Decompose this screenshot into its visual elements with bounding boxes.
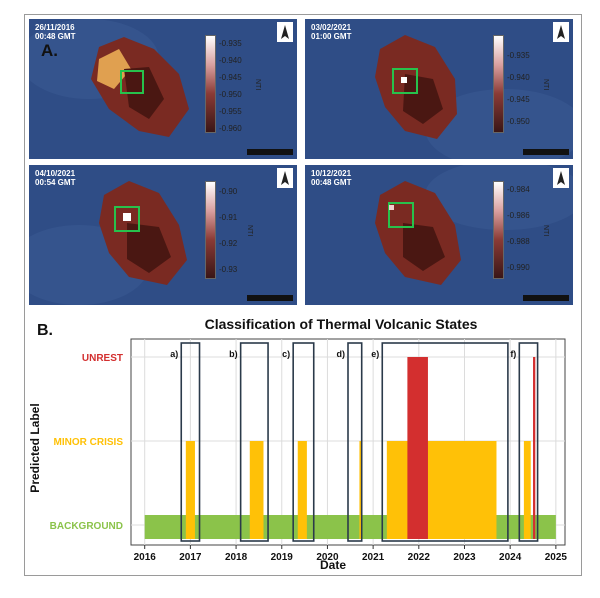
highlight-window-label: c)	[282, 349, 290, 359]
highlight-window-label: e)	[371, 349, 379, 359]
y-tick-label: UNREST	[82, 353, 123, 364]
highlight-window	[292, 342, 315, 542]
colorbar-label: NTI	[542, 79, 549, 91]
north-arrow-icon	[277, 22, 293, 42]
plot-area: a) b) c) d) e) f) BACKGROUND MINOR CRISIS UNREST…	[50, 338, 568, 563]
satellite-thermal-image	[29, 19, 297, 159]
minor-crisis-bar	[297, 441, 307, 539]
north-arrow-icon	[277, 168, 293, 188]
y-axis-label: Predicted Label	[28, 403, 42, 492]
highlight-window-label: a)	[170, 349, 178, 359]
satellite-thermal-image	[305, 165, 573, 305]
scale-bar	[247, 149, 293, 155]
highlight-window	[381, 342, 509, 542]
x-tick-label: 2017	[179, 552, 202, 563]
colorbar-label: NTI	[254, 79, 261, 91]
colorbar	[493, 181, 504, 279]
acquisition-timestamp: 10/12/2021 00:48 GMT	[311, 169, 352, 187]
colorbar	[205, 35, 216, 133]
unrest-bar	[533, 357, 536, 539]
acquisition-timestamp: 03/02/2021 01:00 GMT	[311, 23, 352, 41]
x-tick-label: 2016	[134, 552, 157, 563]
x-tick-label: 2025	[545, 552, 568, 563]
x-tick-label: 2022	[408, 552, 431, 563]
thermal-map-tile-1: A. 26/11/2016 00:48 GMT -0.935 -0.940 -0.…	[29, 19, 297, 159]
highlight-window-label: f)	[510, 349, 516, 359]
y-tick-label: BACKGROUND	[50, 521, 123, 532]
thermal-map-tile-2: 03/02/2021 01:00 GMT -0.935 -0.940 -0.945…	[305, 19, 573, 159]
thermal-map-tile-3: 04/10/2021 00:54 GMT -0.90 -0.91 -0.92 -0…	[29, 165, 297, 305]
x-tick-label: 2018	[225, 552, 248, 563]
colorbar	[205, 181, 216, 279]
north-arrow-icon	[553, 22, 569, 42]
highlight-window	[518, 342, 539, 542]
minor-crisis-bar	[523, 441, 531, 539]
minor-crisis-bar	[386, 441, 497, 539]
figure-frame: A. 26/11/2016 00:48 GMT -0.935 -0.940 -0.…	[24, 14, 582, 576]
colorbar	[493, 35, 504, 133]
x-tick-label: 2024	[499, 552, 522, 563]
x-tick-label: 2020	[316, 552, 339, 563]
panel-b-letter: B.	[37, 322, 53, 339]
thermal-map-tile-4: 10/12/2021 00:48 GMT -0.984 -0.986 -0.988…	[305, 165, 573, 305]
minor-crisis-bar	[359, 441, 362, 539]
colorbar-label: NTI	[542, 225, 549, 237]
chart-title: Classification of Thermal Volcanic State…	[205, 316, 478, 332]
x-tick-label: 2023	[453, 552, 476, 563]
satellite-thermal-image	[305, 19, 573, 159]
panel-a-letter: A.	[41, 41, 58, 60]
x-tick-label: 2021	[362, 552, 385, 563]
acquisition-timestamp: 26/11/2016 00:48 GMT	[35, 23, 76, 41]
highlight-window	[239, 342, 269, 542]
scale-bar	[247, 295, 293, 301]
colorbar-label: NTI	[246, 225, 253, 237]
satellite-thermal-image	[29, 165, 297, 305]
x-tick-label: 2019	[271, 552, 294, 563]
highlight-window-label: b)	[229, 349, 238, 359]
minor-crisis-bar	[249, 441, 264, 539]
thermal-state-chart: B. Classification of Thermal Volcanic St…	[28, 316, 568, 572]
highlight-window	[180, 342, 201, 542]
minor-crisis-bar	[185, 441, 195, 539]
x-axis-label: Date	[320, 558, 346, 572]
scale-bar	[523, 149, 569, 155]
y-tick-label: MINOR CRISIS	[54, 437, 124, 448]
north-arrow-icon	[553, 168, 569, 188]
highlight-window-label: d)	[337, 349, 346, 359]
scale-bar	[523, 295, 569, 301]
highlight-window	[347, 342, 363, 542]
acquisition-timestamp: 04/10/2021 00:54 GMT	[35, 169, 76, 187]
unrest-bar	[407, 357, 428, 539]
